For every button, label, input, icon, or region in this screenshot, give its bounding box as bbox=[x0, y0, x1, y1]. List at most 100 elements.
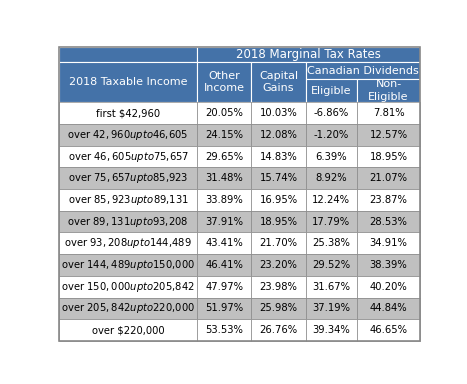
Text: 31.48%: 31.48% bbox=[205, 173, 243, 183]
Text: 14.83%: 14.83% bbox=[260, 152, 297, 162]
Bar bbox=[59, 167, 197, 189]
Bar bbox=[251, 102, 305, 124]
Bar bbox=[305, 79, 357, 102]
Bar bbox=[357, 211, 420, 232]
Bar bbox=[197, 47, 420, 62]
Text: first $42,960: first $42,960 bbox=[96, 108, 160, 118]
Bar bbox=[251, 232, 305, 254]
Bar bbox=[305, 298, 357, 319]
Bar bbox=[59, 189, 197, 211]
Text: 29.52%: 29.52% bbox=[312, 260, 350, 270]
Bar bbox=[305, 102, 357, 124]
Text: 7.81%: 7.81% bbox=[373, 108, 404, 118]
Text: 23.98%: 23.98% bbox=[260, 282, 297, 292]
Bar bbox=[59, 276, 197, 298]
Text: 33.89%: 33.89% bbox=[205, 195, 243, 205]
Bar bbox=[197, 298, 251, 319]
Bar bbox=[305, 276, 357, 298]
Text: 23.20%: 23.20% bbox=[260, 260, 297, 270]
Bar bbox=[251, 124, 305, 146]
Text: 23.87%: 23.87% bbox=[369, 195, 408, 205]
Bar bbox=[305, 189, 357, 211]
Bar bbox=[357, 167, 420, 189]
Bar bbox=[197, 102, 251, 124]
Bar bbox=[197, 276, 251, 298]
Bar bbox=[305, 254, 357, 276]
Bar bbox=[357, 298, 420, 319]
Bar bbox=[357, 232, 420, 254]
Text: 46.41%: 46.41% bbox=[205, 260, 243, 270]
Text: over $144,489 up to $150,000: over $144,489 up to $150,000 bbox=[61, 258, 195, 272]
Bar bbox=[59, 211, 197, 232]
Text: Capital
Gains: Capital Gains bbox=[259, 71, 298, 93]
Text: 29.65%: 29.65% bbox=[205, 152, 243, 162]
Text: 25.98%: 25.98% bbox=[260, 303, 297, 313]
Bar bbox=[59, 124, 197, 146]
Bar bbox=[197, 124, 251, 146]
Bar bbox=[305, 167, 357, 189]
Bar bbox=[251, 189, 305, 211]
Text: 20.05%: 20.05% bbox=[205, 108, 243, 118]
Text: 16.95%: 16.95% bbox=[259, 195, 297, 205]
Text: over $85,923 up to $89,131: over $85,923 up to $89,131 bbox=[68, 193, 189, 207]
Bar bbox=[305, 146, 357, 167]
Text: -1.20%: -1.20% bbox=[313, 130, 349, 140]
Text: 17.79%: 17.79% bbox=[312, 217, 350, 227]
Text: Eligible: Eligible bbox=[311, 86, 352, 96]
Text: 26.76%: 26.76% bbox=[259, 325, 297, 335]
Bar bbox=[305, 319, 357, 341]
Bar bbox=[59, 232, 197, 254]
Text: 38.39%: 38.39% bbox=[370, 260, 407, 270]
Text: over $150,000 up to $205,842: over $150,000 up to $205,842 bbox=[61, 280, 195, 294]
Bar bbox=[305, 211, 357, 232]
Bar bbox=[251, 146, 305, 167]
Text: 10.03%: 10.03% bbox=[260, 108, 297, 118]
Bar bbox=[251, 254, 305, 276]
Text: 21.07%: 21.07% bbox=[369, 173, 408, 183]
Text: 12.08%: 12.08% bbox=[260, 130, 297, 140]
Bar bbox=[357, 254, 420, 276]
Text: over $220,000: over $220,000 bbox=[92, 325, 164, 335]
Bar bbox=[251, 298, 305, 319]
Text: 12.57%: 12.57% bbox=[369, 130, 408, 140]
Bar bbox=[197, 146, 251, 167]
Bar bbox=[251, 62, 305, 102]
Text: 44.84%: 44.84% bbox=[370, 303, 407, 313]
Bar bbox=[357, 319, 420, 341]
Bar bbox=[197, 254, 251, 276]
Bar bbox=[197, 189, 251, 211]
Text: over $75,657 up to $85,923: over $75,657 up to $85,923 bbox=[68, 171, 188, 185]
Bar bbox=[305, 124, 357, 146]
Text: 21.70%: 21.70% bbox=[260, 238, 297, 248]
Bar bbox=[59, 146, 197, 167]
Bar bbox=[197, 232, 251, 254]
Text: 2018 Taxable Income: 2018 Taxable Income bbox=[69, 77, 187, 87]
Bar bbox=[59, 254, 197, 276]
Bar bbox=[59, 102, 197, 124]
Text: 31.67%: 31.67% bbox=[312, 282, 350, 292]
Text: 28.53%: 28.53% bbox=[369, 217, 408, 227]
Text: 18.95%: 18.95% bbox=[369, 152, 408, 162]
Bar bbox=[59, 319, 197, 341]
Text: Canadian Dividends: Canadian Dividends bbox=[307, 66, 419, 76]
Text: 53.53%: 53.53% bbox=[205, 325, 243, 335]
Text: -6.86%: -6.86% bbox=[313, 108, 349, 118]
Bar bbox=[59, 47, 197, 62]
Text: Non-
Eligible: Non- Eligible bbox=[368, 79, 409, 102]
Text: 15.74%: 15.74% bbox=[260, 173, 297, 183]
Text: 18.95%: 18.95% bbox=[260, 217, 297, 227]
Bar bbox=[357, 146, 420, 167]
Text: 24.15%: 24.15% bbox=[205, 130, 243, 140]
Text: 37.91%: 37.91% bbox=[205, 217, 243, 227]
Text: 47.97%: 47.97% bbox=[205, 282, 243, 292]
Text: over $46,605 up to $75,657: over $46,605 up to $75,657 bbox=[68, 149, 188, 164]
Text: over $42,960 up to $46,605: over $42,960 up to $46,605 bbox=[68, 128, 189, 142]
Bar bbox=[357, 189, 420, 211]
Bar bbox=[59, 62, 197, 102]
Bar bbox=[59, 298, 197, 319]
Text: over $93,208 up to $144,489: over $93,208 up to $144,489 bbox=[64, 236, 192, 250]
Text: 6.39%: 6.39% bbox=[315, 152, 347, 162]
Text: 34.91%: 34.91% bbox=[369, 238, 408, 248]
Bar bbox=[251, 319, 305, 341]
Text: 43.41%: 43.41% bbox=[205, 238, 243, 248]
